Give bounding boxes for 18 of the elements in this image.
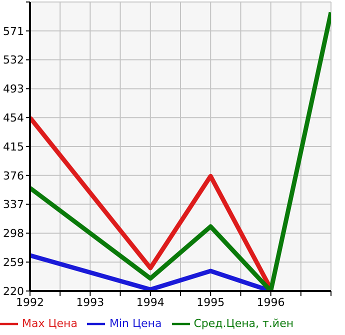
y-tick-label: 532 (3, 54, 24, 67)
y-tick-label: 376 (3, 169, 24, 182)
legend-label: Max Цена (22, 317, 78, 330)
y-tick-label: 571 (3, 24, 24, 38)
x-tick-label: 1993 (76, 296, 104, 309)
y-tick-label: 493 (3, 82, 24, 96)
x-tick-label: 1994 (136, 296, 164, 309)
legend-label: Min Цена (109, 317, 162, 330)
x-tick-label: 1995 (196, 296, 225, 309)
x-tick-label: 1996 (256, 296, 285, 309)
legend-label: Сред.Цена, т.йен (194, 317, 294, 330)
y-tick-label: 454 (3, 112, 24, 125)
x-tick-label: 1992 (16, 296, 44, 309)
y-tick-label: 298 (3, 227, 24, 240)
y-tick-label: 220 (3, 284, 24, 298)
y-tick-label: 337 (3, 198, 24, 212)
y-tick-label: 415 (3, 140, 24, 154)
y-tick-label: 259 (3, 256, 24, 270)
